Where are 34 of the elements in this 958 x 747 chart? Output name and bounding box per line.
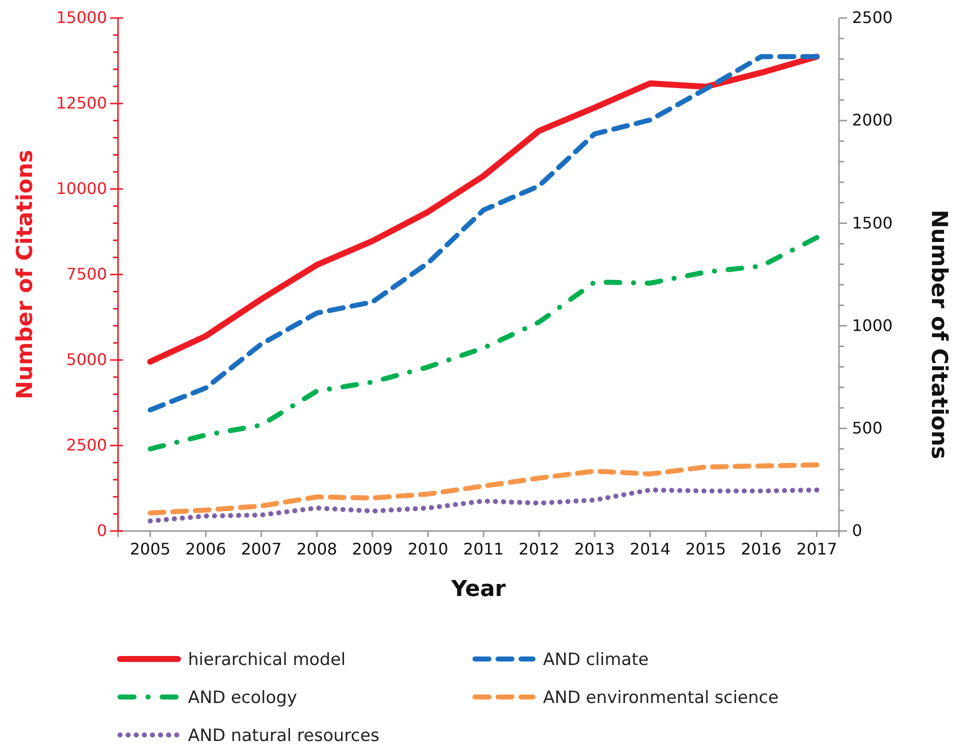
y-tick-label: 2500 xyxy=(66,436,107,455)
y2-tick-label: 1500 xyxy=(852,213,893,232)
y2-axis-title: Number of Citations xyxy=(926,210,951,460)
y2-tick-label: 2500 xyxy=(852,8,893,28)
y2-tick-label: 2000 xyxy=(852,110,893,130)
x-tick-label: 2017 xyxy=(796,539,838,558)
y-tick-label: 10000 xyxy=(56,179,107,198)
x-tick-label: 2006 xyxy=(185,539,226,558)
x-tick-label: 2010 xyxy=(408,539,448,558)
x-tick-label: 2008 xyxy=(296,539,338,558)
x-tick-label: 2015 xyxy=(685,539,726,558)
y2-tick-label: 1000 xyxy=(852,316,893,335)
y-tick-label: 0 xyxy=(96,521,107,540)
legend-label: AND ecology xyxy=(188,688,298,708)
x-tick-label: 2005 xyxy=(130,539,171,558)
y2-tick-label: 0 xyxy=(852,521,862,540)
y-tick-label: 12500 xyxy=(56,94,107,113)
x-tick-label: 2007 xyxy=(240,539,282,558)
y-tick-label: 15000 xyxy=(56,8,107,28)
legend-label: hierarchical model xyxy=(188,650,346,670)
x-tick-label: 2016 xyxy=(740,539,782,558)
x-tick-label: 2011 xyxy=(463,539,504,558)
x-tick-label: 2013 xyxy=(574,539,615,558)
y-tick-label: 5000 xyxy=(66,350,107,370)
y-axis-title: Number of Citations xyxy=(13,150,38,400)
x-axis-title: Year xyxy=(450,577,506,602)
x-tick-label: 2009 xyxy=(352,539,393,558)
x-tick-label: 2014 xyxy=(630,539,670,558)
y-tick-label: 7500 xyxy=(66,264,107,284)
x-tick-label: 2012 xyxy=(518,539,560,558)
legend-label: AND climate xyxy=(543,650,649,670)
y2-tick-label: 500 xyxy=(852,418,883,438)
legend-label: AND environmental science xyxy=(543,688,779,708)
legend-label: AND natural resources xyxy=(188,726,380,746)
